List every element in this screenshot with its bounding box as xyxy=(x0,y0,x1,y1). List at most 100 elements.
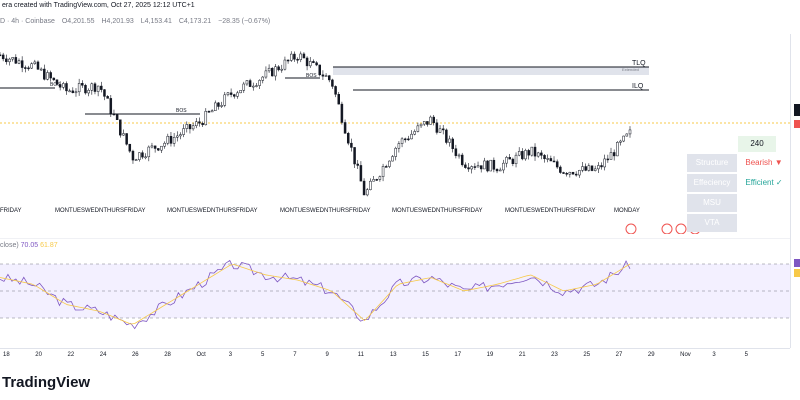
candle-body xyxy=(619,140,622,143)
price-chart[interactable]: TLQ Extended ILQ BOS BOS BOS FRIDAY MONT… xyxy=(0,34,790,234)
ilq-label: ILQ xyxy=(632,83,644,90)
open-value: O4,201.55 xyxy=(61,18,95,25)
candle-body xyxy=(39,68,43,71)
x-tick-label: 21 xyxy=(518,352,526,358)
tlq-zone xyxy=(333,67,649,75)
candle-body xyxy=(369,180,372,190)
candle-body xyxy=(587,165,591,171)
candle-body xyxy=(286,59,290,62)
rsi-lines xyxy=(0,259,631,330)
candle-body xyxy=(52,77,56,81)
x-tick-label: 3 xyxy=(712,352,716,358)
symbol-info: D · 4h · Coinbase xyxy=(0,18,55,25)
candle-body xyxy=(33,61,37,64)
rsi-marker xyxy=(794,259,800,267)
candle-body xyxy=(134,159,138,161)
candle-body xyxy=(90,83,94,91)
candle-body xyxy=(578,170,581,176)
us-flag-icon xyxy=(661,223,673,234)
candle-body xyxy=(495,169,499,172)
candle-body xyxy=(381,166,385,177)
msu-label: MSU xyxy=(687,194,737,212)
candle-body xyxy=(356,163,359,166)
candle-body xyxy=(290,53,293,61)
candle-body xyxy=(160,145,163,151)
low-value: L4,153.41 xyxy=(140,18,172,25)
candle-body xyxy=(201,122,204,126)
candle-body xyxy=(546,158,549,160)
candle-body xyxy=(479,165,483,170)
candle-body xyxy=(24,67,27,69)
candle-body xyxy=(460,154,464,166)
x-tick-label: 22 xyxy=(67,352,75,358)
candle-body xyxy=(229,92,233,95)
candle-body xyxy=(441,128,445,131)
time-axis[interactable]: 18 20 22 24 26 28 Oct 3 5 7 9 11 13 15 17 19 21 23 25 27 29 N… xyxy=(0,348,790,361)
price-marker xyxy=(794,104,800,116)
x-tick-label: 15 xyxy=(422,352,429,358)
candle-body xyxy=(283,59,287,70)
candle-body xyxy=(166,135,170,144)
session-label-week-3: MONTUESWEDNTHURSFRIDAY xyxy=(280,208,371,214)
x-tick-label: 18 xyxy=(3,352,10,358)
candle-body xyxy=(565,173,568,175)
candle-body xyxy=(400,138,404,144)
candle-body xyxy=(220,105,223,107)
candle-body xyxy=(271,67,274,77)
candle-body xyxy=(413,131,416,135)
candle-body xyxy=(131,150,135,161)
candle-body xyxy=(527,150,530,156)
candle-body xyxy=(625,133,629,137)
candle-body xyxy=(473,166,477,168)
candle-body xyxy=(248,80,252,87)
candle-body xyxy=(223,94,227,106)
x-tick-label: 3 xyxy=(228,352,233,358)
candle-body xyxy=(422,121,426,125)
candle-body xyxy=(483,160,486,170)
candle-body xyxy=(606,158,610,161)
candle-body xyxy=(562,172,565,174)
candle-body xyxy=(574,173,578,176)
candle-body xyxy=(337,94,340,105)
candle-body xyxy=(315,62,318,66)
rsi-panel[interactable] xyxy=(0,238,790,348)
vta-label: VTA xyxy=(687,214,737,232)
candle-body xyxy=(555,161,559,168)
candle-body xyxy=(502,162,505,171)
candle-body xyxy=(93,83,97,92)
candle-body xyxy=(429,116,432,125)
rsi-ma-marker xyxy=(794,269,800,277)
candle-body xyxy=(138,152,141,160)
candle-body xyxy=(432,116,435,124)
x-tick-label: 5 xyxy=(260,352,265,358)
candle-body xyxy=(233,94,236,97)
candle-body xyxy=(521,151,524,160)
candle-body xyxy=(543,155,546,160)
candle-body xyxy=(144,156,147,159)
candle-body xyxy=(612,152,616,157)
rsi-band xyxy=(0,264,790,318)
candle-body xyxy=(321,74,325,77)
candle-body xyxy=(536,152,540,157)
x-tick-label: Nov xyxy=(680,352,691,358)
candle-body xyxy=(147,146,151,158)
candle-body xyxy=(590,165,594,171)
candle-body xyxy=(293,53,296,60)
candle-body xyxy=(81,83,84,86)
candle-body xyxy=(1,54,5,60)
candle-body xyxy=(274,66,277,77)
x-tick-label: 24 xyxy=(99,352,107,358)
x-tick-label: 23 xyxy=(551,352,558,358)
price-scale[interactable] xyxy=(790,34,800,348)
candle-body xyxy=(514,154,518,165)
candle-body xyxy=(84,85,87,94)
candle-body xyxy=(277,66,280,71)
candle-body xyxy=(359,165,363,182)
candles-layer xyxy=(0,51,632,197)
bos-label-1: BOS xyxy=(50,82,61,88)
candle-body xyxy=(267,67,271,72)
rsi-legend: close) 70.05 61.87 xyxy=(0,242,58,249)
candle-body xyxy=(492,159,496,170)
candle-body xyxy=(261,76,265,81)
msu-value xyxy=(738,194,790,212)
